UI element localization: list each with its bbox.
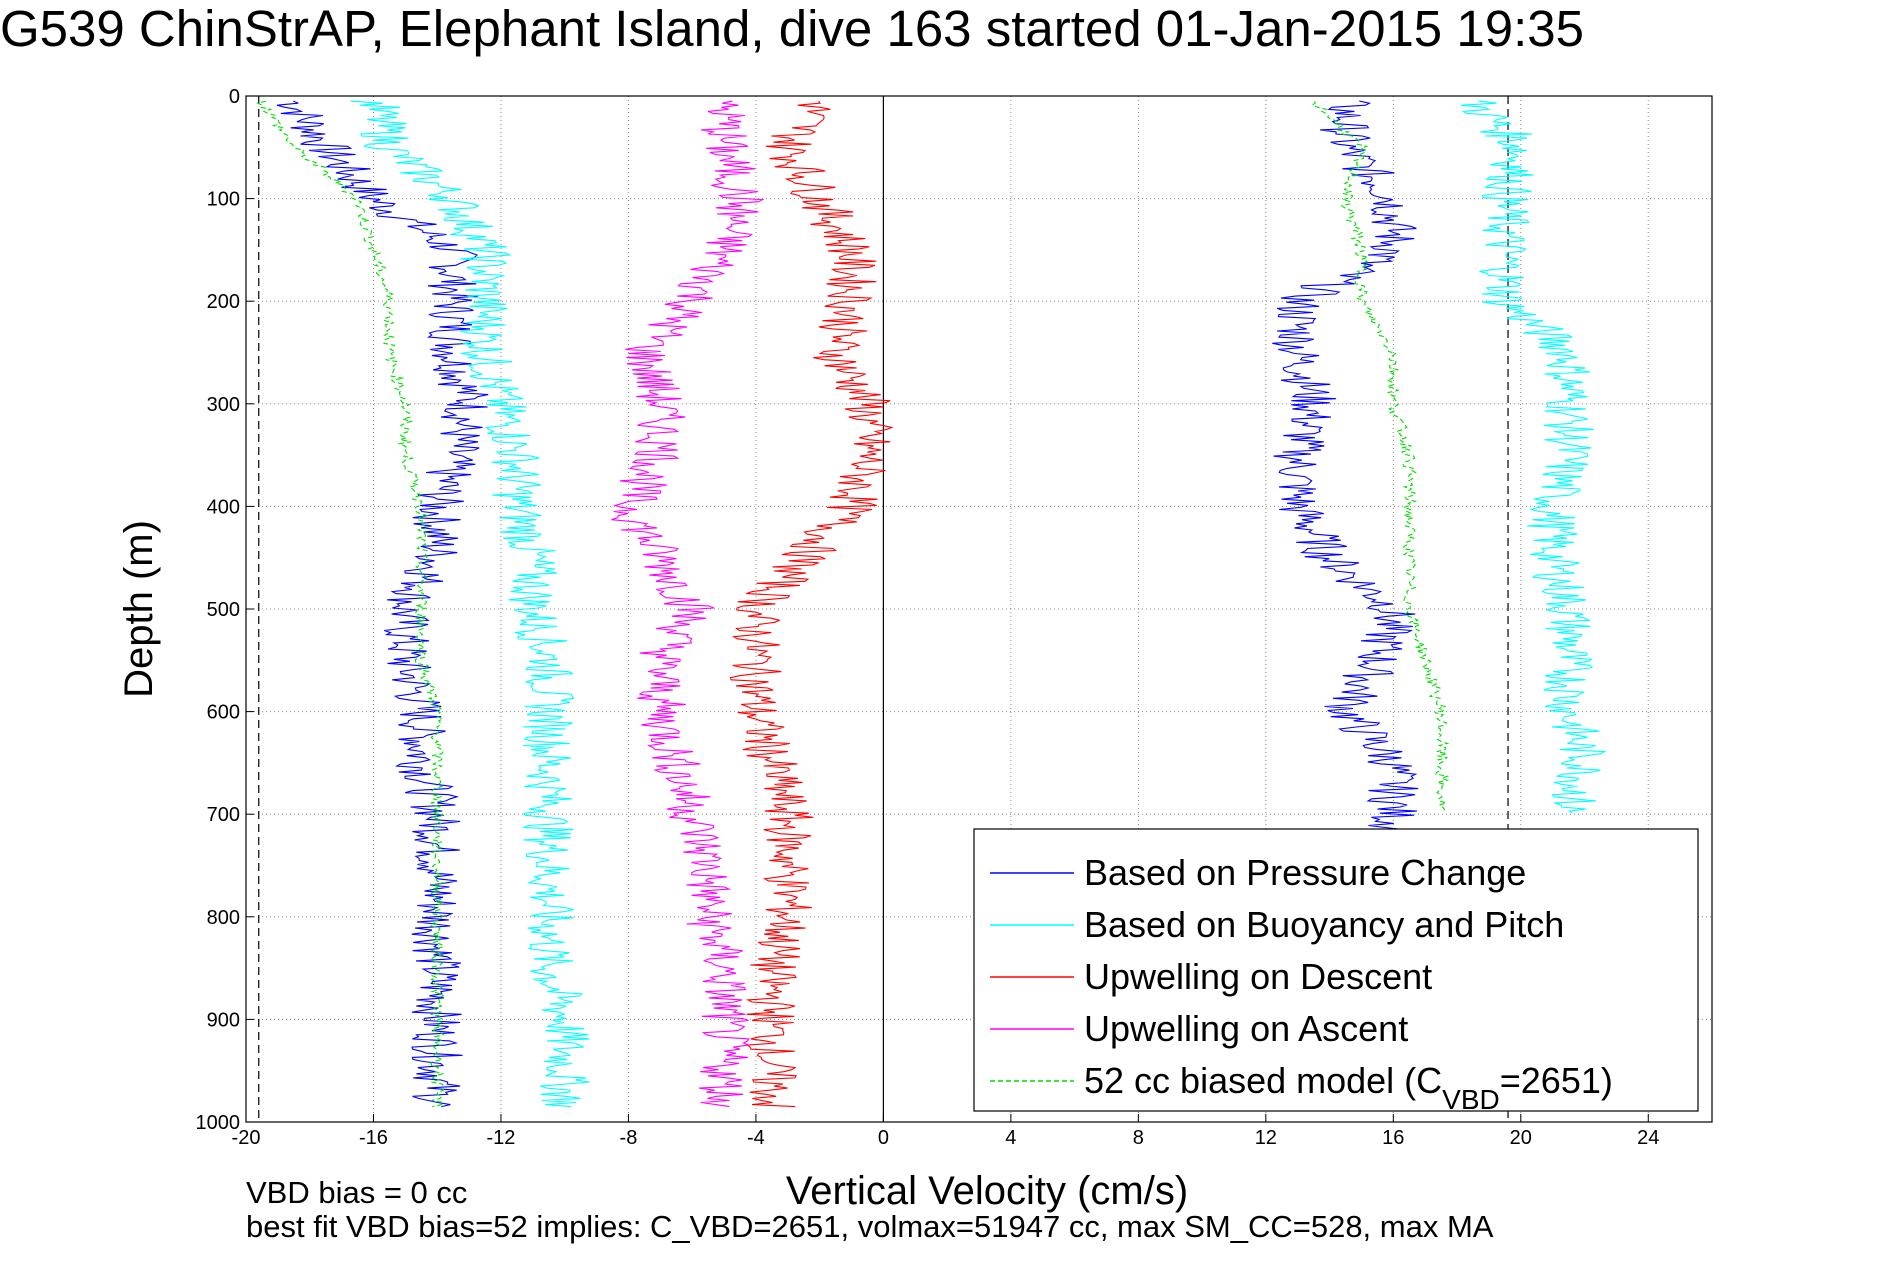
x-axis-label: Vertical Velocity (cm/s) <box>786 1169 1188 1213</box>
legend-suffix: =2651) <box>1500 1060 1613 1101</box>
x-tick-label: -12 <box>487 1127 516 1149</box>
series-descent-line <box>350 100 590 1108</box>
x-tick-label: -16 <box>359 1127 388 1149</box>
x-tick-label: 16 <box>1382 1127 1404 1149</box>
series-1 <box>350 100 1607 1108</box>
chart-title: G539 ChinStrAP, Elephant Island, dive 16… <box>0 0 1584 57</box>
series-layer <box>255 100 1607 1108</box>
x-tick-label: -20 <box>232 1127 261 1149</box>
axis-ticks: -20 -16 -12 -8 -4 0 4 8 12 16 20 24 0 100 200 300 400 500… <box>196 86 1660 1149</box>
y-tick-label: 1000 <box>196 1112 241 1134</box>
series-2 <box>729 100 894 1108</box>
y-axis-label: Depth (m) <box>117 520 161 698</box>
series-ascent-line <box>1311 101 1450 814</box>
x-tick-label: -4 <box>747 1127 765 1149</box>
footnote-vbd-bias: VBD bias = 0 cc <box>246 1175 467 1210</box>
x-tick-label: 20 <box>1510 1127 1532 1149</box>
x-tick-label: 12 <box>1255 1127 1277 1149</box>
y-tick-label: 900 <box>207 1009 240 1031</box>
x-tick-label: 8 <box>1133 1127 1144 1149</box>
x-tick-label: -8 <box>620 1127 638 1149</box>
legend: Based on Pressure Change Based on Buoyanc… <box>973 828 1699 1115</box>
reference-lines <box>258 96 1509 1122</box>
series-ascent-line <box>1460 100 1607 814</box>
y-tick-label: 400 <box>207 496 240 518</box>
x-tick-label: 24 <box>1637 1127 1659 1149</box>
series-descent-line <box>255 100 446 1108</box>
legend-entry: Based on Buoyancy and Pitch <box>1084 904 1564 945</box>
y-tick-label: 700 <box>207 804 240 826</box>
series-4 <box>255 100 1450 1108</box>
series-0 <box>276 100 1419 1108</box>
legend-box <box>973 828 1699 1112</box>
y-tick-label: 0 <box>229 86 240 108</box>
legend-entry: Upwelling on Ascent <box>1084 1008 1408 1049</box>
y-tick-label: 600 <box>207 702 240 724</box>
y-tick-label: 200 <box>207 291 240 313</box>
y-tick-label: 500 <box>207 599 240 621</box>
series-ascent-line <box>1272 100 1419 835</box>
legend-subscript: VBD <box>1442 1084 1500 1115</box>
x-tick-label: 4 <box>1005 1127 1016 1149</box>
x-tick-label: 0 <box>878 1127 889 1149</box>
legend-entry: Based on Pressure Change <box>1084 852 1526 893</box>
legend-entry: Upwelling on Descent <box>1084 956 1432 997</box>
footnote-best-fit: best fit VBD bias=52 implies: C_VBD=2651… <box>246 1209 1494 1244</box>
y-tick-label: 100 <box>207 189 240 211</box>
series-line <box>729 100 894 1108</box>
y-tick-label: 800 <box>207 907 240 929</box>
series-descent-line <box>276 100 489 1108</box>
y-tick-label: 300 <box>207 394 240 416</box>
series-line <box>611 100 765 1108</box>
series-3 <box>611 100 765 1108</box>
